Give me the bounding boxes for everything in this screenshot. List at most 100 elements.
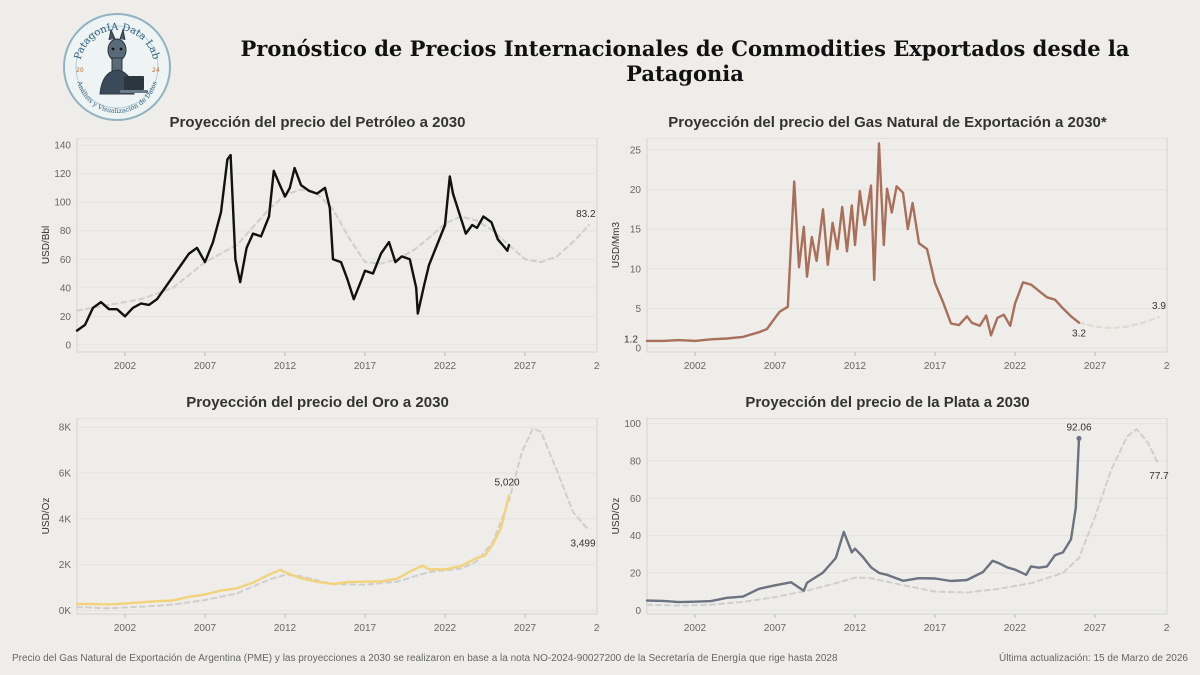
data-point xyxy=(252,232,254,235)
data-point xyxy=(902,579,904,582)
data-point xyxy=(1038,566,1040,569)
panel-oil: Proyección del precio del Petróleo a 203… xyxy=(35,114,600,384)
data-point xyxy=(926,248,928,250)
data-point xyxy=(827,264,829,266)
x-tick-label: 2002 xyxy=(114,361,137,372)
data-point xyxy=(835,557,837,559)
data-point xyxy=(846,250,848,253)
chart-title-silver: Proyección del precio de la Plata a 2030 xyxy=(745,394,1030,411)
data-point xyxy=(409,258,411,261)
y-tick-label: 15 xyxy=(630,225,642,236)
y-tick-label: 5 xyxy=(635,304,641,315)
data-point xyxy=(156,298,158,301)
x-tick-label: 2007 xyxy=(764,623,787,634)
y-tick-label: 8K xyxy=(59,423,72,434)
data-point xyxy=(854,547,856,550)
data-point xyxy=(417,312,419,315)
data-point xyxy=(260,235,262,238)
data-point xyxy=(1014,302,1016,305)
data-point xyxy=(911,202,914,204)
y-tick-label: 120 xyxy=(54,169,71,180)
data-point xyxy=(774,584,776,587)
logo-num-left: 20 xyxy=(76,67,84,74)
brand-logo: PatagonIA Data Lab Análisis y Visualizac… xyxy=(63,13,171,121)
data-point xyxy=(234,258,237,261)
data-point xyxy=(132,306,134,309)
data-point xyxy=(482,215,485,218)
data-point xyxy=(878,572,880,574)
data-point xyxy=(300,577,302,580)
data-point xyxy=(1025,574,1027,576)
x-tick-label: 2027 xyxy=(1084,623,1107,634)
footer-note: Precio del Gas Natural de Exportación de… xyxy=(12,653,838,664)
x-tick-label: 2022 xyxy=(1004,361,1027,372)
x-tick-label: 2002 xyxy=(684,361,707,372)
data-point xyxy=(793,180,795,183)
data-point xyxy=(1070,315,1072,318)
data-label: 3.9 xyxy=(1152,301,1166,312)
x-tick-label: 2032 xyxy=(1164,623,1170,634)
price-line xyxy=(645,437,1081,604)
data-point xyxy=(172,599,174,602)
data-point xyxy=(284,571,286,574)
data-point xyxy=(1003,313,1005,316)
data-point xyxy=(742,336,744,338)
data-point xyxy=(1030,283,1032,286)
data-point xyxy=(279,568,281,571)
data-point xyxy=(465,232,467,235)
data-point xyxy=(1038,290,1040,292)
panel-gas: Proyección del precio del Gas Natural de… xyxy=(605,114,1170,384)
data-point xyxy=(252,581,254,584)
data-point xyxy=(196,247,198,249)
data-point xyxy=(108,308,110,310)
data-point xyxy=(268,573,270,576)
panel-gold: Proyección del precio del Oro a 2030 0K 2… xyxy=(35,394,600,646)
x-tick-label: 2012 xyxy=(274,623,297,634)
data-point xyxy=(277,181,280,184)
chart-title-gold: Proyección del precio del Oro a 2030 xyxy=(186,394,449,411)
data-point xyxy=(758,331,760,333)
data-point xyxy=(873,279,875,281)
data-label: 3.2 xyxy=(1072,329,1086,340)
y-tick-label: 25 xyxy=(630,145,642,156)
data-point xyxy=(500,527,502,529)
data-point xyxy=(806,582,808,584)
y-tick-label: 0 xyxy=(635,606,641,617)
data-point xyxy=(428,568,430,571)
y-tick-label: 20 xyxy=(60,312,72,323)
data-point xyxy=(710,338,712,341)
x-tick-label: 2027 xyxy=(1084,361,1107,372)
y-tick-label: 40 xyxy=(60,283,72,294)
data-label: 1.2 xyxy=(624,335,638,346)
data-point xyxy=(790,581,792,584)
data-point xyxy=(883,244,885,246)
y-tick-label: 20 xyxy=(630,185,642,196)
projection-line xyxy=(1078,316,1160,330)
data-label: 3,499 xyxy=(570,538,595,549)
data-point xyxy=(1014,568,1016,571)
data-point xyxy=(859,190,861,192)
data-point xyxy=(148,304,150,306)
data-point xyxy=(364,580,366,583)
data-point xyxy=(268,215,270,218)
data-point xyxy=(332,583,334,585)
data-point xyxy=(380,580,382,583)
x-tick-label: 2007 xyxy=(194,361,217,372)
data-point xyxy=(490,221,493,223)
chart-gas: 0 5 10 15 20 25 2002 2007 2012 2017 2022 2027 2032 US… xyxy=(611,138,1170,372)
data-point xyxy=(998,562,1000,565)
x-tick-label: 2022 xyxy=(434,361,457,372)
data-point xyxy=(76,603,78,605)
projection-line xyxy=(76,427,590,610)
data-point xyxy=(353,298,355,301)
data-point xyxy=(164,287,166,289)
data-point xyxy=(92,603,94,605)
data-point xyxy=(364,269,366,272)
price-line xyxy=(75,494,511,606)
data-point xyxy=(316,580,318,583)
data-point xyxy=(444,224,446,226)
data-point xyxy=(492,543,494,545)
data-point xyxy=(245,247,248,249)
data-point xyxy=(188,596,190,598)
data-point xyxy=(156,600,158,602)
